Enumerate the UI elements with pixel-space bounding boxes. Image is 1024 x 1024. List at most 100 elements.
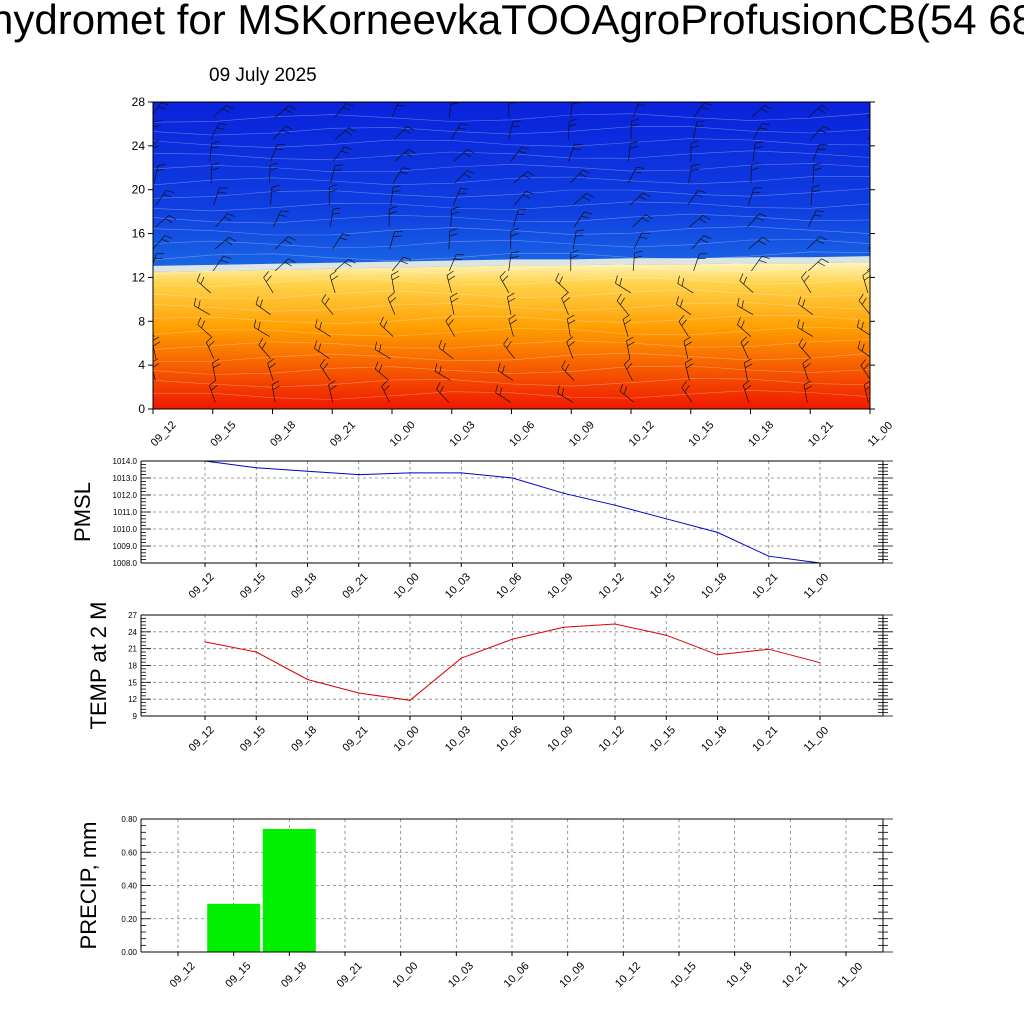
y-tick-label: 20 — [132, 183, 146, 197]
wind-barb-staff — [448, 230, 451, 249]
wind-barb-flag — [684, 358, 693, 364]
wind-barb-flag — [797, 319, 800, 328]
wind-barb-flag — [223, 255, 232, 259]
wind-barb-flag — [566, 336, 574, 342]
wind-barb-flag — [271, 184, 280, 188]
grid — [141, 460, 883, 564]
wind-barb-flag — [226, 104, 234, 110]
x-tick-label: 09_18 — [289, 571, 319, 601]
wind-barb-flag — [803, 380, 812, 386]
wind-barb-flag — [567, 314, 575, 320]
wind-barb-staff — [212, 362, 216, 381]
wind-barb-flag — [527, 171, 535, 176]
wind-barb-flag — [702, 215, 711, 220]
wind-barb-flag — [387, 292, 395, 299]
wind-barb-flag — [206, 336, 213, 343]
wind-barb-staff — [135, 284, 151, 293]
wind-barb-staff — [390, 187, 394, 206]
wind-barb-flag — [220, 259, 229, 263]
wind-barb-staff — [797, 327, 814, 337]
wind-barb-staff — [205, 342, 215, 359]
contour-line — [153, 113, 870, 123]
wind-barb-staff — [321, 300, 334, 315]
x-tick-label: 10_03 — [446, 960, 476, 990]
data-point — [358, 474, 360, 476]
y-tick-label: 24 — [132, 139, 146, 153]
chart-date: 09 July 2025 — [209, 65, 317, 86]
data-point — [768, 648, 770, 650]
wind-barb-flag — [502, 275, 509, 282]
wind-barb-staff — [742, 385, 750, 403]
wind-barb-flag — [163, 194, 172, 198]
wind-barb-flag — [798, 338, 804, 346]
wind-barb-flag — [801, 271, 807, 278]
wind-barb-flag — [744, 358, 752, 364]
wind-barb-staff — [319, 365, 331, 381]
contour-line — [153, 239, 870, 249]
wind-barb-staff — [678, 321, 689, 337]
wind-barb-flag — [812, 184, 821, 188]
wind-barb-staff — [253, 327, 270, 337]
wind-barb-staff — [513, 171, 528, 184]
y-tick-label: 0.00 — [121, 948, 137, 957]
wind-barb-flag — [509, 97, 517, 100]
x-tick-label: 09_12 — [149, 419, 179, 449]
wind-barb-staff — [274, 105, 290, 118]
wind-barb-staff — [329, 209, 334, 228]
data-point — [255, 467, 257, 469]
wind-barb-flag — [153, 341, 161, 347]
wind-barb-flag — [503, 337, 509, 345]
wind-barb-flag — [861, 297, 867, 305]
wind-barb-flag — [744, 385, 752, 391]
wind-barb-flag — [378, 364, 383, 373]
x-tick-label: 10_00 — [392, 571, 422, 601]
wind-barb-flag — [319, 358, 326, 366]
wind-barb-staff — [155, 215, 170, 228]
wind-barb-flag — [877, 165, 885, 166]
wind-barb-staff — [387, 297, 396, 315]
wind-barb-flag — [332, 212, 341, 215]
wind-barb-staff — [802, 363, 809, 381]
data-bar — [207, 903, 261, 952]
y-tick-label: 0.20 — [121, 915, 137, 924]
wind-barb-flag — [219, 123, 228, 126]
wind-barb-flag — [804, 385, 813, 391]
wind-barb-flag — [463, 173, 472, 178]
wind-barb-staff — [628, 143, 631, 162]
wind-barb-staff — [739, 280, 754, 294]
data-point — [204, 641, 206, 643]
wind-barb-flag — [321, 293, 327, 301]
wind-barb-staff — [499, 276, 510, 293]
wind-barb-flag — [523, 174, 531, 180]
x-tick-label: 10_12 — [597, 571, 627, 601]
wind-barb-flag — [341, 150, 349, 154]
data-point — [716, 531, 719, 534]
wind-barb-staff — [448, 254, 457, 272]
wind-barb-flag — [627, 341, 635, 347]
wind-barb-flag — [512, 120, 521, 123]
wind-barb-staff — [568, 121, 570, 140]
wind-barb-staff — [258, 344, 271, 359]
wind-barb-staff — [808, 258, 822, 272]
wind-barb-flag — [762, 237, 770, 242]
wind-barb-flag — [737, 317, 741, 325]
wind-barb-staff — [269, 165, 271, 184]
x-tick-label: 10_09 — [545, 571, 575, 601]
wind-barb-staff — [873, 166, 877, 183]
wind-barb-flag — [451, 297, 459, 303]
wind-barb-flag — [561, 360, 566, 368]
wind-barb-flag — [451, 211, 460, 215]
wind-barb-staff — [497, 370, 514, 381]
x-tick-label: 09_18 — [268, 419, 298, 449]
wind-barb-flag — [445, 314, 452, 322]
wind-barb-flag — [495, 384, 498, 393]
wind-barb-flag — [641, 232, 650, 235]
wind-barbs — [135, 97, 885, 403]
x-tick-label: 10_21 — [750, 571, 780, 601]
y-tick-label: 0 — [138, 402, 145, 416]
wind-barb-staff — [334, 127, 350, 140]
wind-barb-staff — [752, 123, 763, 140]
wind-barb-staff — [215, 237, 230, 250]
x-tick-label: 10_03 — [443, 724, 473, 754]
